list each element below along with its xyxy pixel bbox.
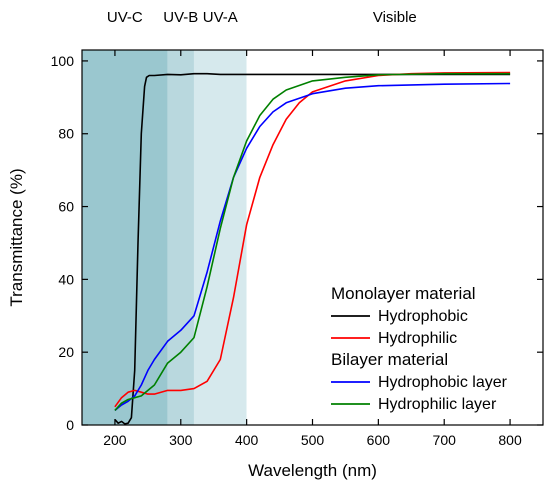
legend: Monolayer material Hydrophobic Hydrophilic… bbox=[331, 284, 508, 413]
region-band-uv-a bbox=[193, 50, 247, 425]
y-tick-label: 20 bbox=[58, 344, 74, 360]
x-tick-label: 800 bbox=[498, 432, 522, 448]
region-band-uv-c bbox=[82, 50, 168, 425]
legend-label-hydrophobic-layer: Hydrophobic layer bbox=[378, 374, 508, 391]
legend-group-title: Monolayer material bbox=[331, 284, 476, 303]
series-line-hydrophilic bbox=[114, 71, 511, 408]
y-tick-label: 40 bbox=[58, 271, 74, 287]
legend-group-title: Bilayer material bbox=[331, 350, 448, 369]
y-tick-label: 60 bbox=[58, 199, 74, 215]
y-axis-title: Transmittance (%) bbox=[7, 168, 26, 306]
legend-label-hydrophilic-layer: Hydrophilic layer bbox=[378, 396, 497, 413]
x-tick-label: 200 bbox=[103, 432, 127, 448]
region-label-uv-a: UV-A bbox=[203, 9, 238, 26]
axis-ticks: 200 300 400 500 600 700 800 0 20 40 60 80 100 bbox=[51, 50, 543, 448]
x-tick-label: 300 bbox=[169, 432, 193, 448]
region-band-uv-b bbox=[167, 50, 194, 425]
legend-label-hydrophobic: Hydrophobic bbox=[378, 308, 468, 325]
series-line-hydrophobic-layer bbox=[114, 82, 511, 412]
region-label-visible: Visible bbox=[373, 9, 417, 26]
spectral-regions bbox=[82, 50, 543, 425]
x-tick-label: 500 bbox=[301, 432, 325, 448]
series-line-hydrophobic bbox=[114, 72, 511, 425]
region-label-uv-b: UV-B bbox=[163, 9, 198, 26]
x-tick-label: 400 bbox=[235, 432, 259, 448]
x-axis-title: Wavelength (nm) bbox=[248, 461, 377, 480]
y-tick-label: 0 bbox=[66, 417, 74, 433]
region-label-uv-c: UV-C bbox=[107, 9, 143, 26]
series-lines bbox=[114, 71, 511, 425]
spectral-region-labels: UV-C UV-B UV-A Visible bbox=[107, 9, 417, 26]
x-tick-label: 600 bbox=[367, 432, 391, 448]
x-tick-label: 700 bbox=[433, 432, 457, 448]
legend-label-hydrophilic: Hydrophilic bbox=[378, 330, 457, 347]
series-line-hydrophilic-layer bbox=[114, 72, 511, 411]
y-tick-label: 100 bbox=[51, 53, 75, 69]
region-band-visible bbox=[246, 50, 543, 425]
y-tick-label: 80 bbox=[58, 126, 74, 142]
